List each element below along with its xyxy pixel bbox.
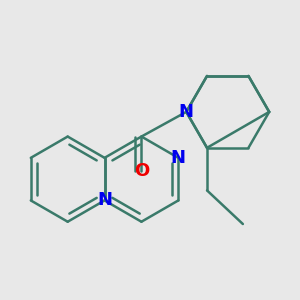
Text: N: N	[179, 103, 194, 121]
Text: N: N	[97, 191, 112, 209]
Text: N: N	[171, 149, 186, 167]
Text: O: O	[134, 162, 149, 180]
